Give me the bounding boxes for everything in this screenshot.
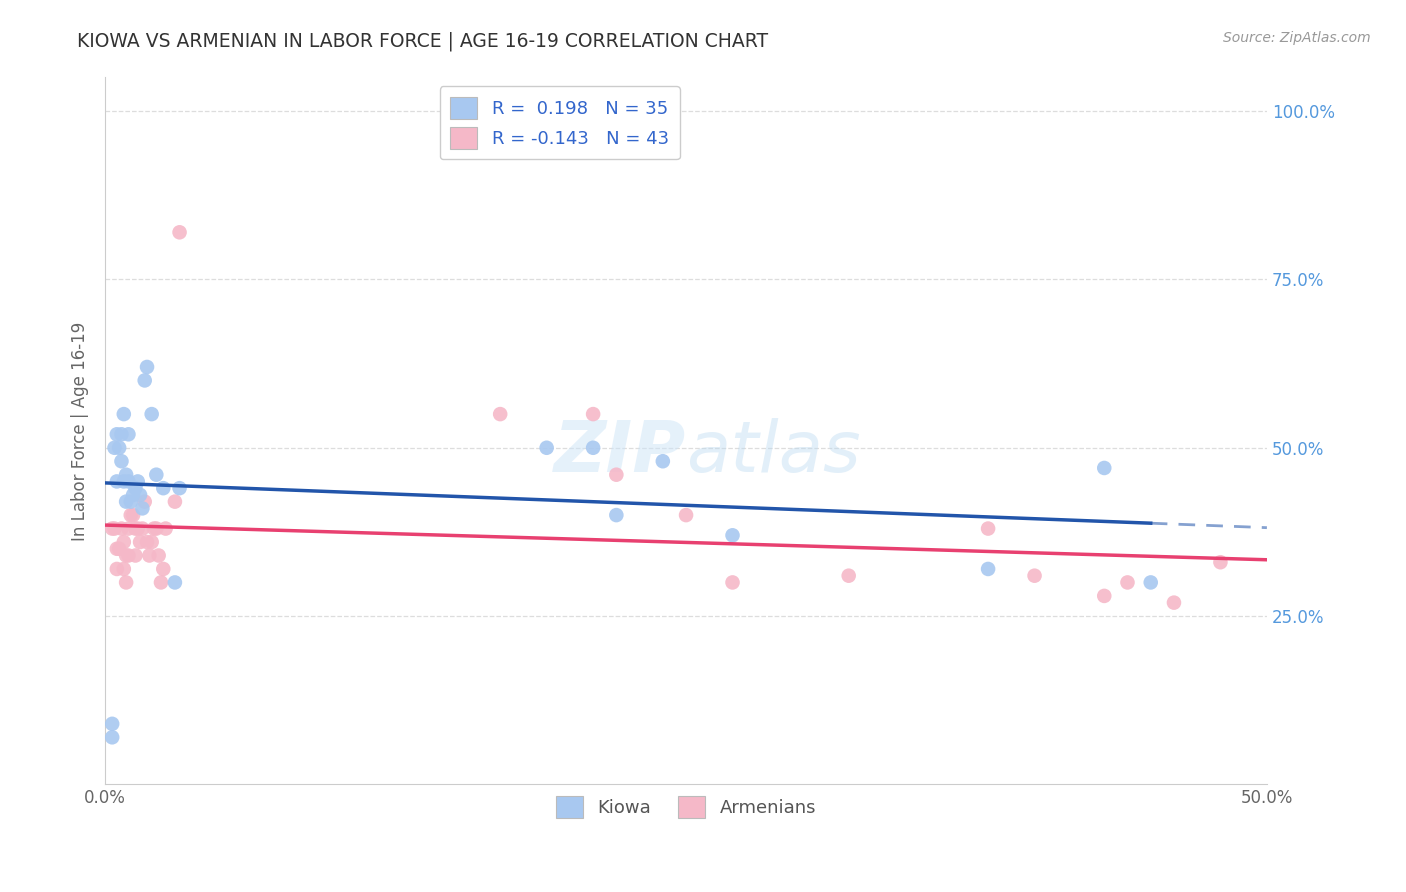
Point — [489, 407, 512, 421]
Point — [101, 731, 124, 745]
Point — [127, 475, 149, 489]
Point — [134, 373, 156, 387]
Point — [124, 481, 146, 495]
Point — [1209, 555, 1232, 569]
Point — [131, 522, 153, 536]
Point — [131, 501, 153, 516]
Point — [122, 488, 145, 502]
Y-axis label: In Labor Force | Age 16-19: In Labor Force | Age 16-19 — [72, 321, 89, 541]
Legend: Kiowa, Armenians: Kiowa, Armenians — [548, 789, 824, 825]
Point — [136, 359, 159, 374]
Point — [110, 522, 132, 536]
Point — [117, 427, 139, 442]
Point — [163, 494, 186, 508]
Point — [103, 522, 125, 536]
Point — [838, 568, 860, 582]
Point — [582, 441, 605, 455]
Point — [108, 441, 131, 455]
Point — [605, 508, 627, 522]
Point — [101, 522, 124, 536]
Point — [155, 522, 177, 536]
Text: KIOWA VS ARMENIAN IN LABOR FORCE | AGE 16-19 CORRELATION CHART: KIOWA VS ARMENIAN IN LABOR FORCE | AGE 1… — [77, 31, 769, 51]
Point — [149, 575, 172, 590]
Point — [721, 575, 744, 590]
Point — [1163, 596, 1185, 610]
Point — [117, 522, 139, 536]
Point — [129, 535, 152, 549]
Point — [127, 522, 149, 536]
Point — [169, 225, 191, 239]
Point — [605, 467, 627, 482]
Point — [1092, 589, 1115, 603]
Point — [112, 407, 135, 421]
Point — [117, 475, 139, 489]
Point — [651, 454, 673, 468]
Point — [120, 508, 142, 522]
Point — [129, 488, 152, 502]
Point — [112, 535, 135, 549]
Point — [120, 494, 142, 508]
Point — [105, 427, 128, 442]
Point — [1139, 575, 1161, 590]
Text: ZIP: ZIP — [554, 417, 686, 487]
Point — [977, 522, 1000, 536]
Point — [110, 454, 132, 468]
Point — [141, 407, 163, 421]
Point — [148, 549, 170, 563]
Point — [101, 716, 124, 731]
Point — [115, 467, 138, 482]
Point — [105, 541, 128, 556]
Point — [582, 407, 605, 421]
Point — [138, 549, 160, 563]
Point — [977, 562, 1000, 576]
Point — [1116, 575, 1139, 590]
Text: Source: ZipAtlas.com: Source: ZipAtlas.com — [1223, 31, 1371, 45]
Point — [163, 575, 186, 590]
Point — [145, 522, 167, 536]
Text: atlas: atlas — [686, 417, 860, 487]
Point — [124, 522, 146, 536]
Point — [108, 541, 131, 556]
Point — [115, 575, 138, 590]
Point — [103, 441, 125, 455]
Point — [169, 481, 191, 495]
Point — [122, 508, 145, 522]
Point — [112, 562, 135, 576]
Point — [141, 535, 163, 549]
Point — [536, 441, 558, 455]
Point — [105, 475, 128, 489]
Point — [136, 535, 159, 549]
Point — [675, 508, 697, 522]
Point — [145, 467, 167, 482]
Point — [134, 494, 156, 508]
Point — [110, 427, 132, 442]
Point — [115, 549, 138, 563]
Point — [112, 475, 135, 489]
Point — [105, 562, 128, 576]
Point — [152, 481, 174, 495]
Point — [1024, 568, 1046, 582]
Point — [1092, 461, 1115, 475]
Point — [143, 522, 166, 536]
Point — [152, 562, 174, 576]
Point — [721, 528, 744, 542]
Point — [117, 549, 139, 563]
Point — [115, 494, 138, 508]
Point — [124, 549, 146, 563]
